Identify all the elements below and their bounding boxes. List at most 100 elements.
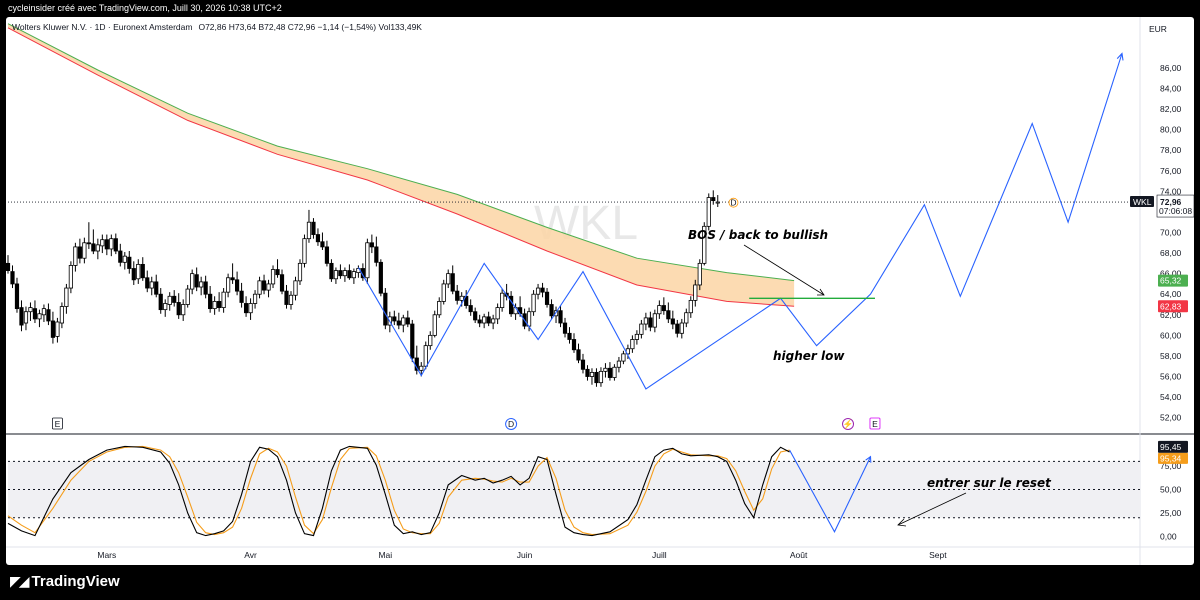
candle [405, 310, 410, 328]
candle-body-down [243, 303, 249, 314]
candle-body-up [688, 299, 693, 314]
candle [378, 259, 383, 297]
candle-body-down [486, 316, 491, 324]
candle [428, 331, 433, 350]
candle [55, 317, 60, 343]
candle-body-up [603, 367, 608, 372]
candle-body-up [199, 281, 204, 288]
stoch-k-line [7, 445, 790, 537]
candle [333, 267, 339, 284]
candle-body-down [347, 270, 352, 279]
candle [549, 299, 554, 319]
candle-body-up [535, 287, 541, 295]
candle-body-down [176, 302, 181, 316]
candle-body-up [423, 345, 428, 367]
currency-label[interactable]: EUR [1149, 24, 1167, 34]
candle-body-down [118, 250, 123, 263]
candle [41, 304, 47, 322]
event-markers[interactable]: E D ⚡ E D [52, 197, 881, 431]
candle-body-up [679, 322, 684, 334]
candle-body-down [91, 243, 96, 252]
candle [122, 252, 127, 270]
candle [32, 300, 38, 324]
split-label: ⚡ [843, 419, 854, 430]
candle [28, 302, 33, 321]
candle-body-up [333, 270, 339, 280]
candle-body-down [208, 293, 213, 310]
candle [347, 264, 352, 280]
candle [212, 296, 217, 315]
event-marker-earnings[interactable]: E [52, 417, 63, 430]
candle-body-up [693, 284, 698, 301]
candle [154, 274, 159, 298]
candle-body-down [217, 301, 222, 308]
candle [711, 190, 716, 205]
price-tick-label: 64,00 [1160, 289, 1182, 299]
event-marker-split[interactable]: ⚡ [842, 418, 855, 431]
live-dividend-icon [728, 197, 739, 208]
candle-body-up [432, 314, 437, 336]
candle [634, 330, 639, 345]
candle [455, 284, 460, 305]
ema-slow-tag-bg [1158, 300, 1188, 313]
candle [486, 311, 491, 327]
candle [702, 222, 707, 266]
last-price-tag: 72,96 [1160, 197, 1182, 207]
candle-body-down [666, 310, 671, 320]
candle-body-down [711, 197, 716, 202]
chart-frame[interactable]: WKL BOS / back to bullish higher low entre… [6, 17, 1194, 565]
zigzag-projection [357, 52, 1124, 390]
candle-body-down [158, 293, 163, 311]
annotation-bos-arrowhead [817, 288, 825, 296]
candle [351, 268, 356, 284]
price-tick-label: 68,00 [1160, 248, 1182, 258]
candle [661, 297, 666, 315]
annotation-higher-low: higher low [773, 349, 845, 363]
candle-body-up [221, 291, 226, 308]
candle [293, 276, 298, 301]
candle [217, 292, 222, 312]
candle-body-up [531, 293, 536, 313]
candle-body-down [477, 319, 482, 324]
candle [113, 233, 118, 255]
candle [504, 283, 509, 301]
candle-body-down [172, 295, 177, 303]
price-tick-label: 86,00 [1160, 63, 1182, 73]
header-symbol[interactable]: Wolters Kluwer N.V. · 1D · Euronext Amst… [12, 22, 422, 32]
candle [118, 243, 123, 267]
candle [190, 269, 195, 295]
candle-body-down [203, 281, 208, 295]
candle-body-down [562, 322, 568, 334]
zigzag-line [357, 53, 1123, 390]
candle-body-down [558, 310, 563, 324]
candle-body-up [109, 238, 114, 250]
event-marker-dividend[interactable]: D [505, 418, 518, 430]
candle [266, 279, 271, 298]
candle-body-up [500, 292, 505, 308]
candle-body-up [643, 317, 648, 325]
candle [675, 319, 680, 338]
candle [6, 255, 11, 274]
candle-body-up [95, 244, 100, 252]
candle [432, 310, 437, 338]
event-marker-earnings[interactable]: E [869, 417, 881, 430]
candle [37, 309, 42, 328]
candle-body-down [320, 241, 325, 248]
candle-body-up [23, 311, 29, 324]
candle-body-down [315, 234, 321, 243]
projection-arrowhead [1116, 52, 1124, 61]
price-tick-label: 66,00 [1160, 269, 1182, 279]
chart-canvas[interactable]: WKL BOS / back to bullish higher low entre… [6, 17, 1194, 565]
candle [136, 259, 141, 284]
candle-body-up [306, 221, 312, 240]
candle-body-down [50, 320, 56, 338]
candle [531, 290, 536, 316]
candle-body-down [324, 246, 330, 264]
last-symbol-tag: WKL [1133, 197, 1152, 207]
candle [684, 308, 689, 328]
candle-body-up [459, 295, 464, 301]
candle [419, 362, 424, 377]
candle [257, 276, 262, 299]
tradingview-logo[interactable]: ◤◢ TradingView [10, 571, 120, 591]
candle [473, 307, 478, 324]
